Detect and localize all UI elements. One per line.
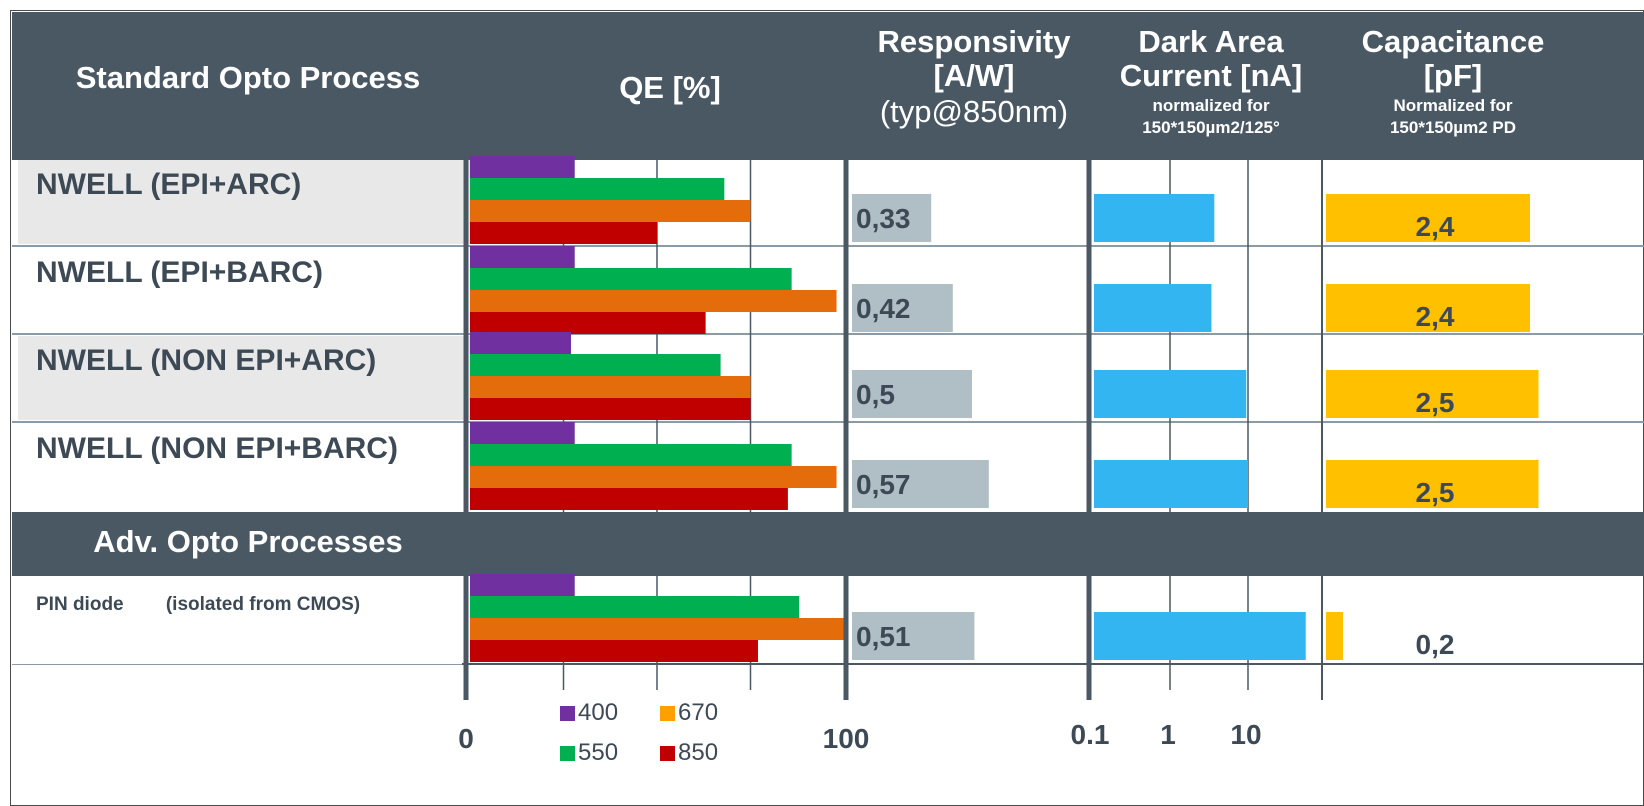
legend-swatch-550 [560,746,575,761]
row-label-pin-diode: PIN diode (isolated from CMOS) [36,594,361,615]
dark-current-bar [1094,194,1215,242]
row-separator [12,245,1644,247]
qe-bar-850 [470,488,788,510]
capacitance-bar [1326,460,1539,508]
qe-bar-550 [470,178,725,200]
capacitance-bar [1326,194,1530,242]
responsivity-bar [852,460,989,508]
qe-bar-400 [470,422,575,444]
qe-bar-850 [470,398,751,420]
qe-bar-670 [470,376,751,398]
dark-tick-label: 10 [1230,719,1261,750]
row-label-non-epi-barc: NWELL (NON EPI+BARC) [36,432,398,465]
responsivity-value-label: 0,5 [856,379,895,410]
qe-bar-550 [470,596,800,618]
pin-row-bottom-line [12,664,464,665]
qe-bar-670 [470,618,844,640]
capacitance-value-label: 2,5 [1416,477,1455,508]
header-band: Standard Opto Process QE [%] Responsivit… [12,12,1644,160]
header-cap-unit: [pF] [1423,58,1483,93]
dark-current-bar [1094,284,1212,332]
section-title-advanced: Adv. Opto Processes [93,524,403,559]
legend-label-550: 550 [578,739,618,766]
capacitance-value-label: 2,4 [1416,211,1455,242]
qe-bar-400 [470,332,571,354]
responsivity-bar [852,370,972,418]
header-dark-title: Dark Area [1138,24,1284,59]
dark-current-bar [1094,612,1306,660]
legend-label-670: 670 [678,699,718,726]
header-cap-note2: 150*150µm2 PD [1389,118,1517,137]
row-label-non-epi-arc: NWELL (NON EPI+ARC) [18,336,484,420]
capacitance-bar [1326,370,1539,418]
responsivity-bar [852,612,975,660]
qe-bar-550 [470,268,792,290]
legend-swatch-400 [560,706,575,721]
header-background [12,12,1644,160]
qe-bar-400 [470,246,575,268]
responsivity-value-label: 0,51 [856,621,911,652]
header-dark-note1: normalized for [1152,96,1270,115]
legend-swatch-670 [660,706,675,721]
qe-tick-label: 0 [458,723,474,754]
legend-label-400: 400 [578,699,618,726]
qe-bar-670 [470,290,837,312]
header-dark-unit: Current [nA] [1119,58,1303,93]
bars-group [470,156,1539,662]
responsivity-value-label: 0,42 [856,293,911,324]
dark-current-bar [1094,460,1248,508]
responsivity-value-label: 0,33 [856,203,911,234]
capacitance-bar [1326,284,1530,332]
capacitance-value-label: 2,4 [1416,301,1455,332]
row-separator [12,421,1644,423]
capacitance-value-label: 0,2 [1416,629,1455,660]
responsivity-value-label: 0,57 [856,469,911,500]
legend-swatch-850 [660,746,675,761]
header-cap-title: Capacitance [1361,24,1545,59]
header-responsivity-unit: [A/W] [933,58,1015,93]
qe-bar-850 [470,640,758,662]
responsivity-bar [852,284,953,332]
qe-bar-550 [470,444,792,466]
header-responsivity-note: (typ@850nm) [879,94,1069,129]
row-separator [12,333,1644,335]
header-process: Standard Opto Process [75,60,421,95]
qe-tick-label: 100 [823,723,870,754]
row-label-epi-arc: NWELL (EPI+ARC) [18,160,484,244]
legend-label-850: 850 [678,739,718,766]
dark-tick-label: 1 [1160,719,1176,750]
qe-bar-400 [470,156,575,178]
qe-bar-850 [470,222,657,244]
qe-bar-670 [470,466,837,488]
qe-bar-400 [470,574,575,596]
responsivity-bar [852,194,932,242]
capacitance-value-label: 2,5 [1416,387,1455,418]
dark-tick-label: 0.1 [1071,719,1110,750]
qe-bar-550 [470,354,721,376]
dark-current-bar [1094,370,1247,418]
header-cap-note1: Normalized for [1393,96,1513,115]
capacitance-bar [1326,612,1343,660]
qe-bar-670 [470,200,751,222]
header-dark-note2: 150*150µm2/125° [1142,118,1280,137]
labels-group: 0,33 0,42 0,5 0,57 0,51 2,4 2,4 2,5 2,5 0,2 0 100 0.… [458,203,1455,766]
header-responsivity-title: Responsivity [877,24,1071,59]
row-label-epi-barc: NWELL (EPI+BARC) [36,256,323,289]
header-qe: QE [%] [619,70,721,105]
axes-group [462,156,1644,700]
qe-bar-850 [470,312,706,334]
section-band-advanced [12,512,1644,576]
